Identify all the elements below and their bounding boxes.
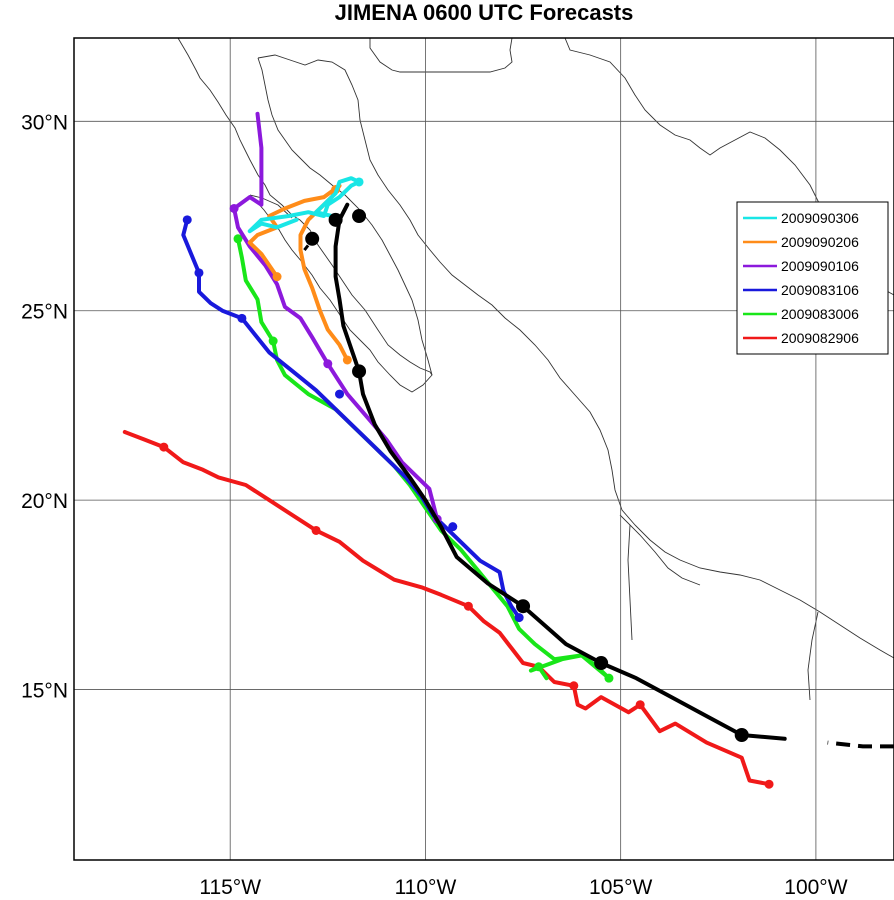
best-track-point xyxy=(516,599,531,614)
forecast-track-point xyxy=(311,525,321,535)
forecast-track-line xyxy=(122,430,771,787)
forecast-track-point xyxy=(354,177,364,187)
forecast-track-point xyxy=(237,313,247,323)
mainland-west-coast xyxy=(257,54,894,659)
lat-tick-label: 30°N xyxy=(21,111,68,134)
forecast-track-point xyxy=(342,355,352,365)
lon-tick-label: 100°W xyxy=(784,876,847,899)
legend-label: 2009083106 xyxy=(781,282,859,298)
baja-west-coast xyxy=(177,38,433,393)
legend-label: 2009090206 xyxy=(781,234,859,250)
forecast-track-point xyxy=(448,522,458,532)
legend-label: 2009083006 xyxy=(781,306,859,322)
graticule xyxy=(74,38,894,860)
forecast-track-line xyxy=(232,111,440,522)
best-track-point xyxy=(305,231,320,246)
best-track-forecast-line xyxy=(827,740,894,749)
lat-tick-label: 15°N xyxy=(21,680,68,703)
legend-label: 2009090106 xyxy=(781,258,859,274)
forecast-track-point xyxy=(764,779,774,789)
forecast-track-line xyxy=(236,236,611,681)
forecast-track-point xyxy=(233,234,243,244)
best-track-point xyxy=(328,212,343,227)
state-border-a xyxy=(249,194,293,219)
forecast-track-point xyxy=(635,700,645,710)
forecast-track-point xyxy=(463,601,473,611)
state-border-c xyxy=(807,611,819,701)
forecast-track-point xyxy=(534,662,544,672)
plot-frame xyxy=(73,37,894,861)
forecast-track-point xyxy=(229,203,239,213)
best-track-point xyxy=(352,364,367,379)
state-border-d xyxy=(627,524,633,641)
coastlines xyxy=(177,38,894,701)
best-track-point xyxy=(352,209,367,224)
forecast-track-point xyxy=(514,613,524,623)
legend-label: 2009090306 xyxy=(781,210,859,226)
forecast-track-point xyxy=(194,268,204,278)
axis-tick-labels: 115°W 110°W 105°W 100°W 15°N 20°N 25°N 30°N xyxy=(21,111,848,899)
state-border-b xyxy=(619,514,701,586)
lon-tick-label: 115°W xyxy=(199,876,261,899)
forecast-track-line xyxy=(247,183,350,362)
lon-tick-label: 110°W xyxy=(395,876,457,899)
forecast-track-point xyxy=(335,389,345,399)
best-track-point xyxy=(594,656,609,671)
legend: 2009090306 2009090206 2009090106 2009083106… xyxy=(736,201,889,355)
forecast-track-point xyxy=(272,272,282,282)
forecast-track-point xyxy=(604,673,614,683)
legend-box xyxy=(736,201,889,355)
us-mexico-border xyxy=(369,38,513,73)
lon-tick-label: 105°W xyxy=(589,876,652,899)
best-track-point xyxy=(734,727,749,742)
lat-tick-label: 25°N xyxy=(21,301,68,324)
forecast-track-point xyxy=(159,442,169,452)
forecast-track-point xyxy=(268,336,278,346)
forecast-track-point xyxy=(323,359,333,369)
forecast-track-point xyxy=(182,215,192,225)
forecast-track-line xyxy=(181,217,522,620)
best-track-line xyxy=(333,202,787,741)
lat-tick-label: 20°N xyxy=(21,490,68,513)
map-title: JIMENA 0600 UTC Forecasts xyxy=(335,0,634,25)
forecast-track-line xyxy=(247,176,361,234)
legend-label: 2009082906 xyxy=(781,330,859,346)
forecast-tracks xyxy=(122,111,894,789)
forecast-track-point xyxy=(569,681,579,691)
